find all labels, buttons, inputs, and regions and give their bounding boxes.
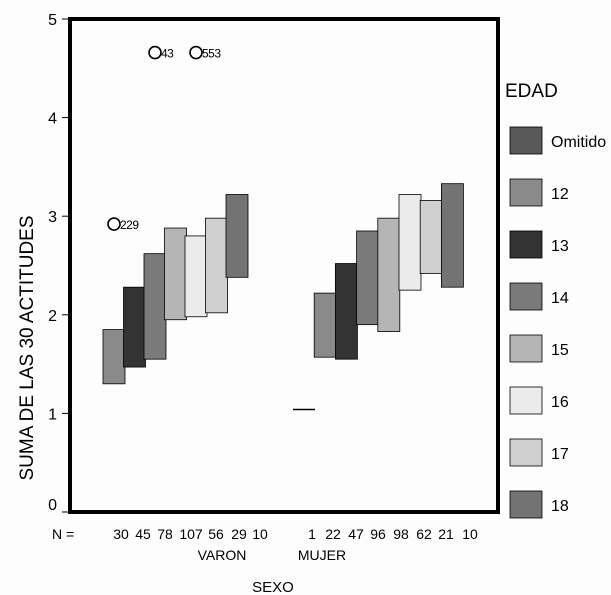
legend-label: 15 — [551, 342, 569, 359]
box — [377, 217, 401, 332]
outlier-label: 553 — [202, 47, 221, 61]
n-count: 29 — [231, 526, 247, 542]
y-tick-label: 2 — [48, 308, 57, 325]
n-count: 45 — [135, 526, 151, 542]
box — [225, 194, 249, 278]
legend-title: EDAD — [505, 81, 558, 102]
box — [123, 286, 146, 368]
n-count: 96 — [370, 526, 386, 542]
n-count: 30 — [113, 526, 129, 542]
n-count: 78 — [157, 526, 173, 542]
legend-label: Omitido — [551, 134, 606, 151]
n-count: 47 — [348, 526, 364, 542]
plot-frame — [68, 17, 500, 514]
legend-swatch — [509, 230, 543, 259]
n-count: 10 — [462, 526, 478, 542]
legend-swatch — [509, 334, 543, 363]
legend-swatch — [509, 386, 543, 415]
n-count: 62 — [416, 526, 432, 542]
box — [440, 183, 464, 288]
n-count: 10 — [252, 526, 268, 542]
y-axis-ticks: 0 1 2 3 4 5 — [48, 12, 70, 514]
legend-swatch — [509, 490, 543, 519]
n-count: 1 — [308, 526, 316, 542]
legend-swatch — [509, 438, 543, 467]
outlier-marker — [107, 217, 121, 231]
legend-label: 12 — [551, 186, 569, 203]
y-tick-label: 5 — [48, 12, 57, 29]
legend-label: 16 — [551, 394, 569, 411]
box — [419, 200, 443, 274]
box — [356, 230, 380, 326]
outlier-label: 229 — [120, 218, 139, 232]
box — [205, 217, 228, 314]
outlier-marker — [148, 45, 162, 60]
y-tick-label: 3 — [48, 209, 57, 226]
outliers-layer: 229 43 553 — [107, 45, 222, 232]
n-prefix-label: N = — [52, 526, 74, 542]
n-count: 107 — [179, 526, 203, 542]
legend-label: 18 — [551, 498, 569, 515]
legend-label: 14 — [551, 290, 569, 307]
box — [102, 329, 126, 385]
legend-label: 13 — [551, 238, 569, 255]
y-tick-label: 0 — [48, 497, 57, 514]
legend-swatch — [509, 178, 543, 207]
box — [313, 292, 337, 358]
box — [164, 227, 187, 321]
boxes-layer — [102, 183, 464, 411]
y-axis-label: SUMA DE LAS 30 ACTITUDES — [17, 215, 38, 480]
n-count: 21 — [438, 526, 454, 542]
box — [334, 263, 358, 360]
n-count: 56 — [208, 526, 224, 542]
n-counts-row: 30 45 78 107 56 29 10 1 22 47 96 98 62 21 10 — [113, 526, 478, 542]
box — [398, 194, 422, 291]
outlier-label: 43 — [161, 47, 174, 61]
group-labels: VARON MUJER — [198, 547, 346, 563]
legend-swatch — [509, 282, 543, 311]
group-label: VARON — [198, 547, 247, 563]
legend-label: 17 — [551, 446, 569, 463]
box — [143, 253, 167, 360]
group-label: MUJER — [298, 547, 346, 563]
legend: Omitido 12 13 14 15 16 17 18 — [509, 126, 606, 519]
y-tick-label: 4 — [48, 111, 57, 128]
n-count: 98 — [393, 526, 409, 542]
n-count: 22 — [325, 526, 341, 542]
outlier-marker — [189, 45, 203, 60]
x-axis-label: SEXO — [252, 579, 294, 595]
legend-swatch — [509, 126, 543, 155]
box — [184, 235, 208, 318]
y-tick-label: 1 — [48, 406, 57, 423]
